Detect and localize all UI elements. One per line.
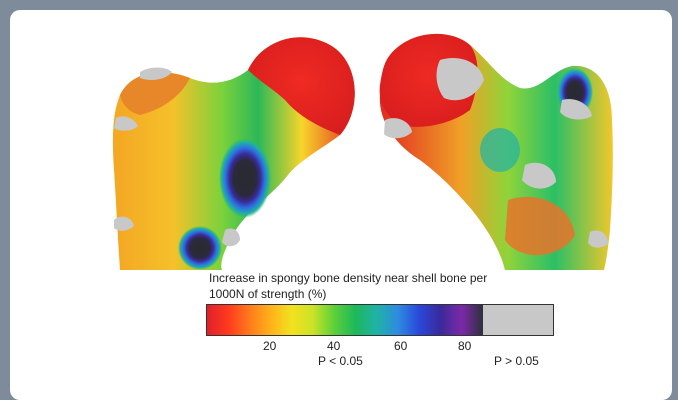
left-nonsignificant-patch-2 [114,116,138,131]
left-nonsignificant-patch-4 [222,228,240,247]
colorbar-nonsignificant-block [483,305,553,335]
colorbar-tick-20: 20 [263,339,277,353]
left-nonsignificant-patch-3 [114,216,134,231]
right-nonsignificant-patch-3 [560,98,592,120]
right-nonsignificant-patch-2 [384,118,412,139]
left-femur [112,37,355,270]
significant-label: P < 0.05 [318,354,363,368]
left-low-density-region-1 [219,138,271,218]
left-trochanter [120,72,190,115]
colorbar-tick-60: 60 [394,339,408,353]
right-nonsignificant-patch-1 [436,58,484,101]
right-low-density-region-2 [480,128,520,172]
right-femur-head [379,33,478,127]
right-nonsignificant-patch-4 [522,162,556,189]
right-high-density-region [505,196,575,256]
caption-line-2: 1000N of strength (%) [209,287,327,301]
caption-line-1: Increase in spongy bone density near she… [209,271,488,285]
colorbar-tick-80: 80 [458,339,472,353]
colorbar-gradient [207,305,483,335]
colorbar [206,304,554,336]
colorbar-tick-40: 40 [327,339,341,353]
femur-density-figure [112,33,613,271]
left-femur-head [248,37,355,135]
right-nonsignificant-patch-5 [588,230,608,248]
right-femur [379,33,613,271]
left-low-density-region-2 [178,226,222,270]
left-nonsignificant-patch-1 [140,67,172,80]
colorbar-caption: Increase in spongy bone density near she… [209,270,569,302]
nonsignificant-label: P > 0.05 [494,354,539,368]
